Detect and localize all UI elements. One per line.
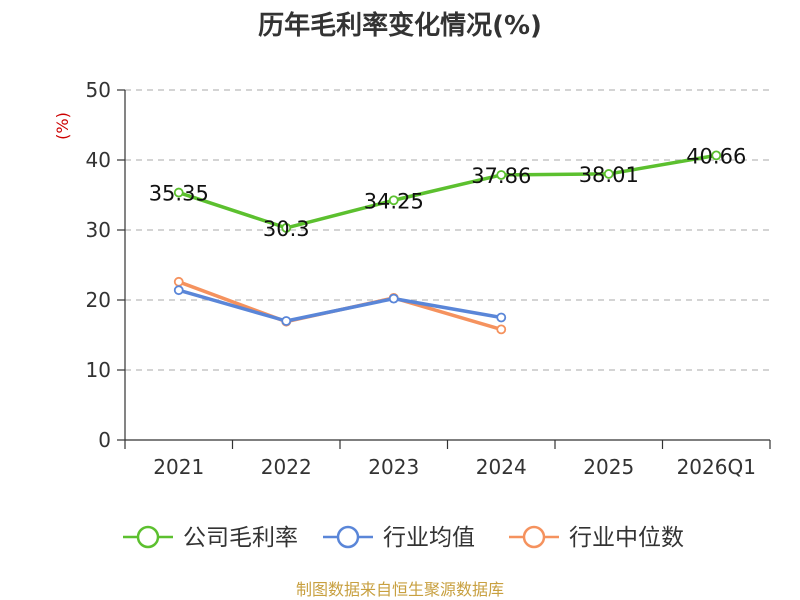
- x-tick-label-2025: 2025: [583, 455, 634, 479]
- data-point: [603, 169, 614, 179]
- y-tick-label: 40: [86, 148, 111, 172]
- legend-label: 行业均值: [383, 525, 475, 551]
- x-tick-label-2026Q1: 2026Q1: [677, 455, 756, 479]
- series-layer: [173, 150, 722, 335]
- legend-item-2: 行业中位数: [509, 525, 684, 551]
- legend: 公司毛利率 行业均值 行业中位数: [123, 525, 684, 551]
- x-tick-label-2023: 2023: [368, 455, 419, 479]
- y-tick-label: 0: [98, 428, 111, 452]
- series-line-0: [178, 153, 717, 230]
- legend-marker: [136, 525, 160, 549]
- legend-label: 公司毛利率: [183, 525, 298, 551]
- x-tick-label-2022: 2022: [261, 455, 312, 479]
- legend-marker: [522, 525, 546, 549]
- data-point: [173, 187, 184, 198]
- data-label: 34.25: [364, 189, 424, 213]
- data-label: 37.86: [471, 164, 531, 188]
- legend-item-1: 行业均值: [323, 525, 475, 551]
- legend-label: 行业中位数: [569, 525, 684, 551]
- y-tick-label: 50: [86, 78, 111, 102]
- data-label: 40.66: [686, 144, 746, 168]
- data-point: [496, 324, 507, 335]
- legend-item-0: 公司毛利率: [123, 525, 298, 551]
- data-point: [711, 150, 722, 161]
- axes: 0 10 20 30 40 50 2021 2022 2023 2024 2025 2026Q1: [86, 78, 771, 479]
- data-point: [388, 195, 399, 206]
- y-tick-label: 10: [86, 358, 111, 382]
- data-label: 38.01: [579, 163, 639, 187]
- data-point: [496, 170, 507, 180]
- data-point: [281, 222, 292, 233]
- y-tick-label: 30: [86, 218, 111, 242]
- data-point: [173, 276, 184, 287]
- data-label: 30.3: [263, 217, 310, 241]
- data-label: 35.35: [149, 182, 209, 206]
- data-point: [173, 285, 184, 296]
- series-line-1: [178, 288, 502, 323]
- y-tick-label: 20: [86, 288, 111, 312]
- x-tick-label-2021: 2021: [153, 455, 204, 479]
- y-axis-label: (%): [53, 112, 72, 140]
- source-note: 制图数据来自恒生聚源数据库: [296, 580, 504, 599]
- chart-title: 历年毛利率变化情况(%): [258, 10, 542, 41]
- data-point: [281, 316, 292, 326]
- x-tick-label-2024: 2024: [476, 455, 527, 479]
- data-point: [496, 312, 507, 323]
- data-labels: 35.35 30.3 34.25 37.86 38.01 40.66: [149, 144, 747, 241]
- grid-lines: [125, 89, 770, 371]
- data-point: [388, 293, 399, 304]
- legend-marker: [336, 525, 360, 549]
